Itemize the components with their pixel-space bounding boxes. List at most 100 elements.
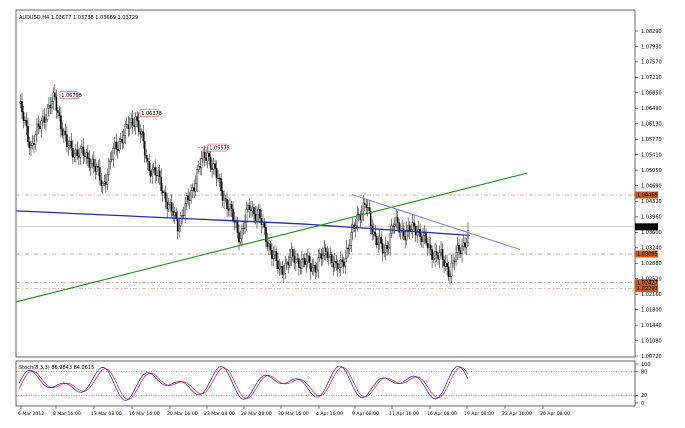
candle-body [169,201,171,205]
level-label: 1.02292 [637,286,658,292]
peak-label: 1.06378 [141,111,162,117]
candle-body [319,253,321,258]
candle-body [374,231,376,237]
candle-body [66,134,68,148]
price-tick-label: 1.01440 [641,323,662,329]
candle-body [272,254,275,259]
oscillator-title: Stoch(8,3,3) 86.9843 84.0615 [19,365,94,371]
candle-body [96,166,98,172]
candle-body [226,198,228,209]
candle-body [332,262,335,268]
candle-body [117,149,119,151]
candle-body [366,207,369,209]
candle-body [145,154,147,159]
oscillator-frame [15,360,636,407]
price-tick-label: 1.03960 [641,215,662,221]
candle-body [196,169,198,184]
candle-body [164,192,167,203]
candle-body [46,108,49,120]
time-tick-label: 19 Apr 08:00 [464,411,494,417]
candle-body [106,174,109,185]
candle-body [426,243,429,249]
candle-body [257,208,260,215]
candle-body [69,140,71,147]
candle-body [405,230,408,241]
candle-body [134,116,137,128]
candle-body [452,260,454,264]
time-tick-label: 20 Mar 16:00 [167,411,198,417]
stochastic-main-line [18,365,469,401]
candle-body [191,187,194,191]
candle-body [289,257,291,266]
candle-body [438,252,441,260]
candle-body [396,217,399,223]
candle-body [185,195,188,204]
candle-body [381,243,384,254]
candle-body [22,111,25,121]
candle-body [347,247,350,250]
candle-body [223,197,225,201]
candle-body [149,170,152,177]
candle-body [338,267,341,270]
price-tick-label: 1.02160 [641,292,662,298]
oscillator-tick-label: 80 [641,370,647,376]
candle-body [200,158,203,168]
candlestick-series [19,84,469,285]
candle-body [19,101,22,104]
price-tick-label: 1.03600 [641,230,662,236]
candle-body [447,266,450,278]
candle-body [356,214,359,227]
candle-body [111,158,113,161]
candle-body [63,130,65,136]
candle-body [227,208,230,211]
candle-body [49,104,52,109]
candle-body [119,139,122,142]
candle-body [88,158,91,168]
candle-body [99,167,101,181]
candle-body [73,153,76,158]
candle-body [428,244,430,249]
candle-body [360,212,363,221]
falling-trendline [351,194,521,251]
candle-body [299,267,302,269]
candle-body [203,151,206,159]
candle-body [24,120,26,122]
candle-body [30,145,32,149]
candle-body [326,251,329,259]
candle-body [158,170,161,178]
overlay-lines [15,172,528,303]
candle-body [139,131,142,135]
candle-body [115,141,118,150]
candle-body [277,260,279,270]
candle-body [286,261,288,264]
candle-body [81,146,83,149]
candle-body [283,273,285,275]
candle-body [422,235,424,243]
candle-body [45,119,47,123]
candle-body [259,208,261,219]
candle-body [102,183,104,186]
price-tick-label: 1.04320 [641,199,662,205]
candle-body [253,207,255,215]
candle-body [55,96,58,111]
candle-body [97,166,100,168]
candle-body [105,181,107,185]
candle-body [194,183,197,192]
candle-body [425,233,427,244]
candle-body [350,231,353,246]
candle-body [372,231,375,235]
candle-body [410,229,412,231]
candle-body [383,252,385,254]
price-tick-label: 1.06130 [641,122,662,128]
candle-body [218,178,221,180]
candle-body [331,254,333,264]
candle-body [43,116,46,123]
candle-body [456,245,459,253]
candle-body [307,255,309,262]
candle-body [48,104,50,109]
price-tick-label: 1.07210 [641,75,662,81]
candle-body [173,212,176,216]
candle-body [136,116,139,121]
candle-body [182,215,185,217]
candle-body [87,152,89,159]
